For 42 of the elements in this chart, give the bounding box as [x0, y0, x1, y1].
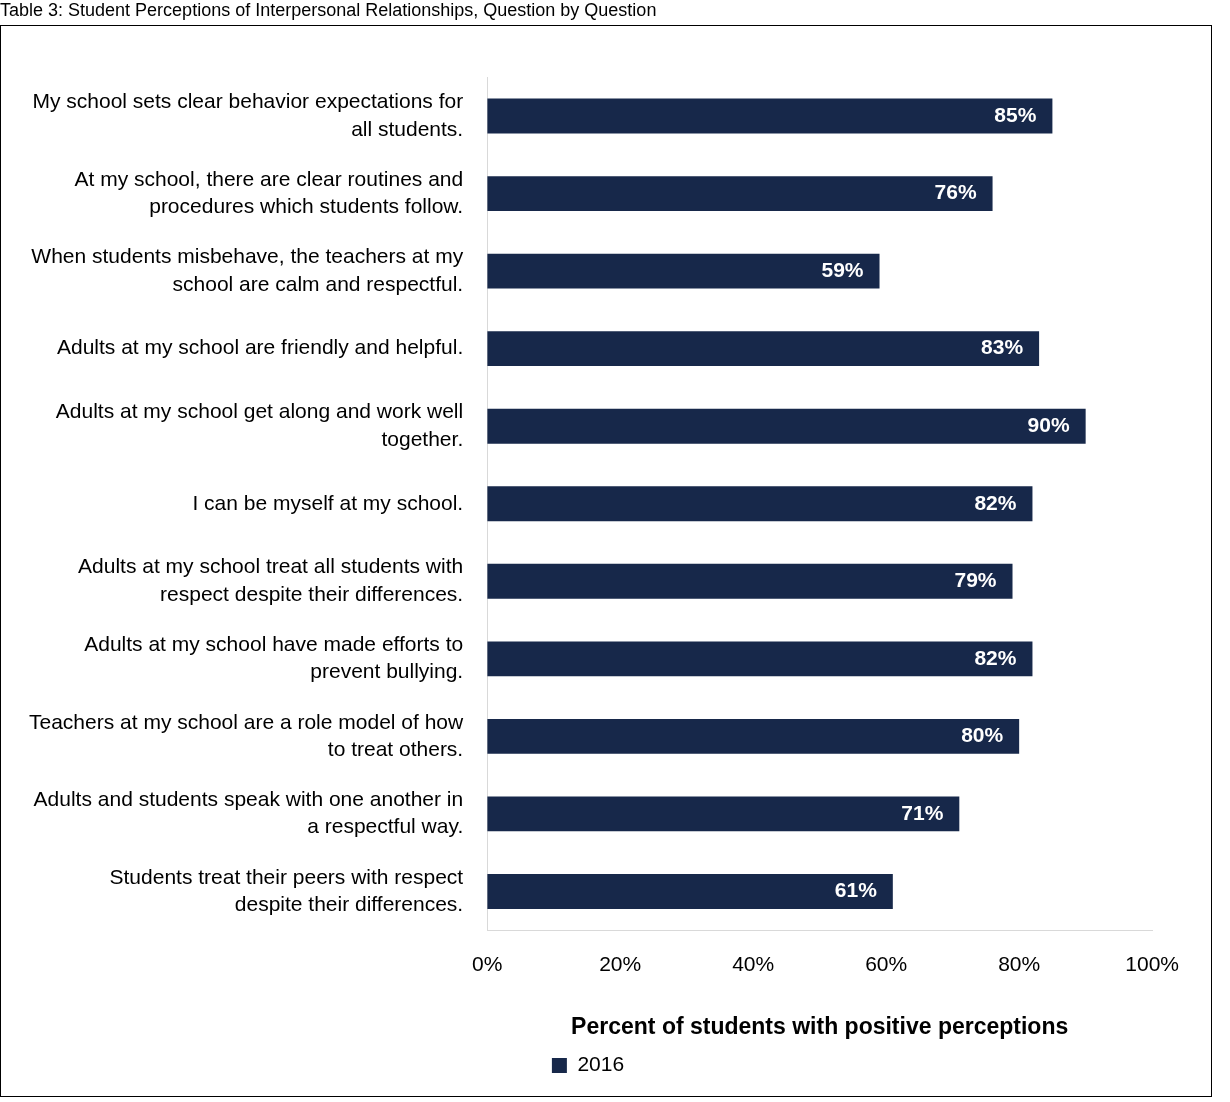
x-tick-label: 80% — [998, 951, 1041, 975]
data-label: 80% — [961, 723, 1004, 747]
bar — [487, 718, 1020, 754]
bar — [487, 796, 960, 832]
bar — [487, 98, 1053, 134]
y-tick-label: Students treat their peers with respect despite their differences. — [109, 864, 464, 915]
y-tick-label: I can be myself at my school. — [192, 490, 464, 514]
data-label: 71% — [901, 800, 944, 824]
y-tick-label: At my school, there are clear routines and procedures which students follow. — [74, 166, 464, 218]
text: Table 3: Student Perceptions of Interpersonal Relationships, Question by Question — [0, 0, 658, 21]
y-tick-label: Adults at my school are friendly and helpful. — [56, 335, 464, 359]
bar — [487, 486, 1033, 522]
y-tick-label: Adults at my school have made efforts to prevent bullying. — [84, 631, 464, 683]
data-label: 59% — [821, 257, 864, 281]
y-tick-label: Teachers at my school are a role model of how to treat others. — [28, 709, 465, 760]
data-label: 82% — [974, 490, 1017, 514]
bar — [487, 253, 880, 289]
data-label: 79% — [954, 568, 997, 592]
x-tick-label: 20% — [599, 951, 642, 975]
data-label: 85% — [994, 102, 1037, 126]
x-tick-label: 0% — [472, 951, 503, 975]
bar — [487, 176, 993, 212]
bar — [487, 873, 893, 909]
bar — [487, 408, 1086, 444]
bar — [487, 331, 1040, 367]
x-tick-label: 60% — [865, 951, 908, 975]
data-label: 90% — [1027, 413, 1070, 437]
x-tick-label: 40% — [732, 951, 775, 975]
bar — [487, 563, 1013, 599]
bar — [487, 641, 1033, 677]
y-tick-label: My school sets clear behavior expectations for all students. — [32, 89, 464, 140]
y-tick-label: When students misbehave, the teachers at my school are calm and respectful. — [31, 244, 464, 295]
legend-label: 2016 — [577, 1052, 625, 1076]
data-label: 82% — [974, 645, 1017, 669]
data-label: 61% — [834, 878, 878, 902]
x-axis-title: Percent of students with positive perceptions — [571, 1012, 1069, 1039]
y-tick-label: Adults and students speak with one another in a respectful way. — [33, 787, 464, 838]
x-tick-label: 100% — [1125, 951, 1179, 975]
y-tick-label: Adults at my school treat all students with respect despite their differences. — [78, 554, 464, 605]
y-tick-label: Adults at my school get along and work well together. — [55, 399, 464, 450]
data-label: 76% — [934, 180, 977, 204]
data-label: 83% — [981, 335, 1024, 359]
